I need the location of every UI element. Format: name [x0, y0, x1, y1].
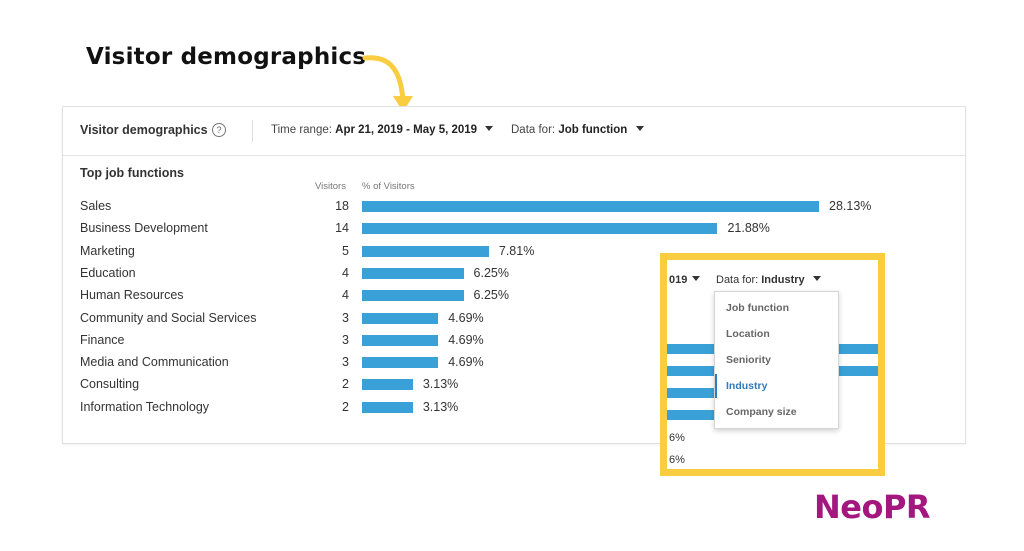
curved-arrow-icon — [362, 55, 413, 112]
percent-label: 3.13% — [422, 377, 459, 392]
table-row: Education 4 6.25% — [63, 266, 965, 288]
visitor-count: 3 — [342, 310, 349, 325]
time-range-dropdown[interactable]: Time range: Apr 21, 2019 - May 5, 2019 — [271, 124, 494, 136]
chevron-down-icon — [812, 276, 821, 281]
job-function-label: Community and Social Services — [80, 310, 257, 325]
percent-label: 6.25% — [473, 265, 509, 280]
percent-bar — [362, 379, 413, 391]
logo-neo: Neo — [814, 488, 883, 526]
table-row: Sales 18 28.13% — [63, 199, 965, 221]
bar-fragment — [667, 388, 718, 398]
job-function-label: Sales — [80, 199, 112, 213]
percent-bar — [362, 245, 489, 257]
percent-label: 7.81% — [498, 243, 535, 258]
job-function-label: Marketing — [80, 243, 135, 258]
data-for-menu: Job function Location Seniority Industry… — [714, 291, 839, 429]
percent-label: 4.69% — [448, 332, 484, 347]
menu-item-company-size[interactable]: Company size — [726, 406, 797, 418]
data-for-value: Job function — [558, 124, 628, 136]
chevron-down-icon — [485, 126, 494, 131]
table-row: Information Technology 2 3.13% — [63, 400, 965, 422]
visitor-count: 4 — [342, 265, 349, 280]
menu-item-industry[interactable]: Industry — [715, 374, 838, 398]
job-function-label: Business Development — [80, 221, 208, 236]
chevron-down-icon — [635, 126, 644, 131]
logo-pr: PR — [882, 488, 931, 526]
menu-item-seniority[interactable]: Seniority — [726, 354, 771, 366]
visitor-count: 3 — [342, 332, 349, 347]
zoom-data-for-label: Data for: — [716, 274, 759, 286]
data-for-dropdown[interactable]: Data for: Job function — [511, 124, 644, 136]
percent-bar — [362, 290, 464, 302]
table-row: Business Development 14 21.88% — [63, 221, 965, 243]
job-function-label: Media and Communication — [80, 355, 229, 370]
percent-bar — [362, 334, 439, 346]
percent-bar — [362, 357, 439, 369]
percent-bar — [362, 267, 464, 279]
help-icon[interactable]: ? — [212, 123, 226, 137]
menu-item-job-function[interactable]: Job function — [726, 302, 789, 314]
percent-label: 3.13% — [422, 399, 459, 414]
page-heading: Visitor demographics — [86, 44, 367, 70]
section-title: Top job functions — [80, 166, 184, 180]
job-function-label: Finance — [80, 332, 125, 347]
job-function-label: Consulting — [80, 377, 140, 392]
menu-item-location[interactable]: Location — [726, 328, 770, 340]
card-header: Visitor demographics ? Time range: Apr 2… — [63, 107, 965, 156]
percent-bar — [362, 201, 819, 212]
visitor-count: 18 — [335, 199, 349, 213]
table-row: Consulting 2 3.13% — [63, 377, 965, 399]
header-divider — [252, 120, 253, 142]
time-range-label: Time range: — [271, 124, 332, 136]
visitor-count: 5 — [342, 243, 349, 258]
percent-label: 4.69% — [448, 310, 484, 325]
job-function-label: Education — [80, 265, 136, 280]
percent-column-header: % of Visitors — [362, 181, 415, 192]
percent-label: 21.88% — [727, 221, 770, 236]
zoom-data-for-dropdown[interactable]: Data for: Industry — [716, 274, 821, 286]
data-for-label: Data for: — [511, 124, 556, 136]
table-row: Finance 3 4.69% — [63, 333, 965, 355]
table-row: Marketing 5 7.81% — [63, 244, 965, 266]
zoom-highlight-box: 019 Data for: Industry 6% 6% Job functio… — [660, 253, 885, 476]
job-function-label: Human Resources — [80, 288, 184, 303]
visitors-column-header: Visitors — [315, 181, 346, 192]
chevron-down-icon — [692, 276, 701, 281]
visitor-count: 4 — [342, 288, 349, 303]
visitor-count: 3 — [342, 355, 349, 370]
table-row: Community and Social Services 3 4.69% — [63, 311, 965, 333]
percent-label: 6.25% — [473, 288, 509, 303]
bar-fragment — [667, 410, 718, 420]
neopr-logo: NeoPR — [814, 488, 931, 526]
percent-label: 4.69% — [448, 355, 484, 370]
percent-bar — [362, 312, 439, 324]
card-title: Visitor demographics — [80, 123, 208, 137]
job-function-label: Information Technology — [80, 399, 210, 414]
percent-bar — [362, 401, 413, 413]
time-range-value: Apr 21, 2019 - May 5, 2019 — [335, 124, 478, 136]
table-row: Media and Communication 3 4.69% — [63, 355, 965, 377]
zoom-data-for-value: Industry — [761, 274, 805, 286]
percent-fragment: 6% — [669, 432, 685, 444]
visitor-count: 2 — [342, 377, 349, 392]
time-range-fragment: 019 — [669, 274, 701, 286]
visitor-count: 14 — [335, 221, 349, 236]
percent-bar — [362, 223, 718, 235]
percent-fragment: 6% — [669, 454, 685, 466]
table-row: Human Resources 4 6.25% — [63, 288, 965, 310]
percent-label: 28.13% — [829, 199, 872, 213]
visitor-count: 2 — [342, 399, 349, 414]
